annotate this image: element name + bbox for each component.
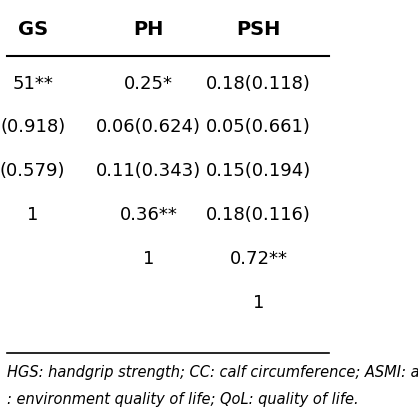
- Text: GS: GS: [18, 20, 48, 39]
- Text: 0.05(0.661): 0.05(0.661): [206, 118, 311, 137]
- Text: 0.36**: 0.36**: [120, 206, 178, 224]
- Text: 0.06(0.624): 0.06(0.624): [96, 118, 201, 137]
- Text: 0.72**: 0.72**: [229, 250, 288, 268]
- Text: HGS: handgrip strength; CC: calf circumference; ASMI: a: HGS: handgrip strength; CC: calf circumf…: [7, 364, 418, 380]
- Text: 0.15(0.194): 0.15(0.194): [206, 162, 311, 181]
- Text: : environment quality of life; QoL: quality of life.: : environment quality of life; QoL: qual…: [7, 392, 359, 407]
- Text: (0.579): (0.579): [0, 162, 65, 181]
- Text: 1: 1: [143, 250, 154, 268]
- Text: (0.918): (0.918): [0, 118, 65, 137]
- Text: 1: 1: [253, 294, 264, 312]
- Text: 51**: 51**: [12, 74, 53, 93]
- Text: 1: 1: [27, 206, 38, 224]
- Text: 0.25*: 0.25*: [124, 74, 173, 93]
- Text: PH: PH: [133, 20, 164, 39]
- Text: PSH: PSH: [236, 20, 280, 39]
- Text: 0.18(0.116): 0.18(0.116): [206, 206, 311, 224]
- Text: 0.18(0.118): 0.18(0.118): [206, 74, 311, 93]
- Text: 0.11(0.343): 0.11(0.343): [96, 162, 201, 181]
